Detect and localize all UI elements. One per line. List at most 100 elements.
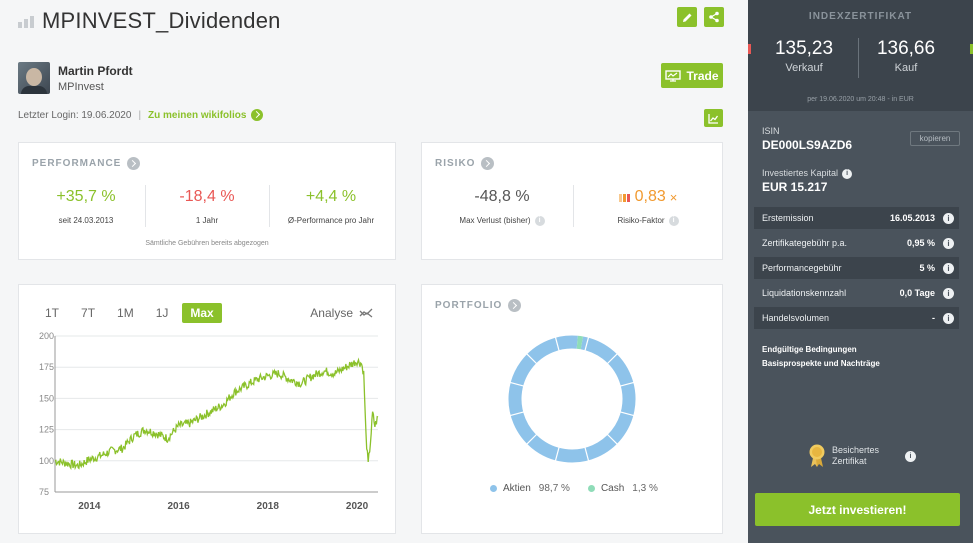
invest-button[interactable]: Jetzt investieren! <box>755 493 960 526</box>
avatar[interactable] <box>18 62 50 94</box>
isin-value: DE000LS9AZD6 <box>762 138 853 152</box>
final-terms-link[interactable]: Endgültige Bedingungen <box>762 345 857 354</box>
login-row: Letzter Login: 19.06.2020 | Zu meinen wi… <box>18 109 264 121</box>
sell-price-block: 135,23 Verkauf <box>748 38 860 74</box>
analyse-icon <box>359 308 373 318</box>
buy-marker <box>970 44 973 54</box>
range-7t[interactable]: 7T <box>81 306 96 320</box>
max-loss-label: Max Verlust (bisher) <box>459 216 531 226</box>
performance-more-icon[interactable] <box>127 157 141 170</box>
info-icon[interactable]: i <box>943 313 954 324</box>
capital-label: Investiertes Kapital <box>762 168 839 178</box>
donut-separator <box>509 381 525 387</box>
edit-button[interactable] <box>677 7 697 27</box>
legend-dot-aktien <box>490 484 497 492</box>
detail-value: 0,95 % <box>906 238 935 248</box>
info-icon[interactable]: i <box>943 213 954 224</box>
copy-isin-button[interactable]: kopieren <box>910 131 960 146</box>
trade-label: Trade <box>686 68 719 83</box>
x-tick-label: 2018 <box>257 501 280 512</box>
range-selector: 1T 7T 1M 1J Max <box>37 303 228 323</box>
x-tick-label: 2014 <box>78 501 101 512</box>
title-row: MPINVEST_Dividenden <box>18 8 281 34</box>
trade-icon <box>665 69 682 82</box>
wikifolios-link[interactable]: Zu meinen wikifolios <box>148 109 247 121</box>
share-icon <box>709 11 719 23</box>
price-panel: INDEXZERTIFIKAT 135,23 Verkauf 136,66 Ka… <box>748 0 973 111</box>
donut-separator <box>509 411 525 417</box>
isin-label: ISIN <box>762 126 780 136</box>
stat-since-start: +35,7 % seit 24.03.2013 <box>27 188 145 225</box>
prospectus-link[interactable]: Basisprospekte und Nachträge <box>762 359 880 368</box>
info-icon[interactable]: i <box>842 168 853 179</box>
risk-card: RISIKO -48,8 % Max Verlust (bisher) i 0,8… <box>421 142 723 260</box>
buy-price-block: 136,66 Kauf <box>850 38 962 74</box>
trade-button[interactable]: Trade <box>661 63 723 88</box>
donut-separator <box>606 433 619 446</box>
chart-link-button[interactable] <box>704 109 723 127</box>
range-1m[interactable]: 1M <box>117 306 134 320</box>
y-tick-label: 150 <box>39 393 54 403</box>
detail-row: Handelsvolumen - i <box>754 307 959 329</box>
info-icon[interactable]: i <box>905 450 917 462</box>
detail-row: Erstemission 16.05.2013 i <box>754 207 959 229</box>
main-content: MPINVEST_Dividenden Martin Pfordt MPInve… <box>0 0 748 543</box>
max-loss-value: -48,8 % <box>474 188 530 205</box>
detail-value: - <box>932 313 935 323</box>
medal-icon <box>809 444 825 467</box>
detail-value: 0,0 Tage <box>899 288 935 298</box>
analyse-button[interactable]: Analyse <box>310 306 375 320</box>
performance-line-chart[interactable]: 200 175 150 125 100 75 2014 2016 2018 2020 <box>19 285 397 535</box>
sell-label: Verkauf <box>785 62 823 74</box>
author-name[interactable]: Martin Pfordt <box>58 63 133 78</box>
buy-price: 136,66 <box>876 38 936 59</box>
legend-item-cash: Cash 1,3 % <box>587 483 658 494</box>
risk-factor-unit: × <box>669 189 678 205</box>
secured-badge: Besichertes Zertifikat i <box>808 444 917 468</box>
stat-max-loss: -48,8 % Max Verlust (bisher) i <box>432 188 572 226</box>
performance-series-line <box>54 357 379 471</box>
detail-value: 5 % <box>919 263 935 273</box>
stat-one-year: -18,4 % 1 Jahr <box>146 188 268 225</box>
y-tick-label: 125 <box>39 425 54 435</box>
range-1t[interactable]: 1T <box>45 306 60 320</box>
portfolio-donut-chart[interactable] <box>422 285 724 535</box>
portfolio-legend: Aktien 98,7 % Cash 1,3 % <box>490 483 658 494</box>
sidebar-header: INDEXZERTIFIKAT <box>808 11 913 22</box>
y-tick-label: 100 <box>39 456 54 466</box>
portfolio-card: PORTFOLIO Aktien 98,7 % Cash 1,3 % <box>421 284 723 534</box>
risk-more-icon[interactable] <box>481 157 495 170</box>
pencil-icon <box>682 13 691 22</box>
detail-label: Zertifikategebühr p.a. <box>762 238 848 248</box>
detail-label: Handelsvolumen <box>762 313 830 323</box>
info-icon[interactable]: i <box>943 238 954 249</box>
range-1j[interactable]: 1J <box>155 306 169 320</box>
risk-title: RISIKO <box>435 158 476 169</box>
arrow-right-icon[interactable] <box>251 109 264 121</box>
info-icon[interactable]: i <box>943 263 954 274</box>
info-icon[interactable]: i <box>943 288 954 299</box>
detail-label: Performancegebühr <box>762 263 842 273</box>
last-login: Letzter Login: 19.06.2020 <box>18 109 132 121</box>
info-icon[interactable]: i <box>534 216 545 226</box>
stat-value: +35,7 % <box>56 188 116 205</box>
trend-chart-icon <box>708 113 719 124</box>
performance-title: PERFORMANCE <box>32 158 122 169</box>
certificate-sidebar: INDEXZERTIFIKAT 135,23 Verkauf 136,66 Ka… <box>748 0 973 543</box>
y-tick-label: 200 <box>39 331 54 341</box>
share-button[interactable] <box>704 7 724 27</box>
range-max[interactable]: Max <box>182 303 222 323</box>
donut-slice-aktien[interactable] <box>508 335 636 463</box>
donut-separator <box>606 352 619 365</box>
risk-factor-value: 0,83 <box>634 188 666 205</box>
donut-separator <box>619 411 635 417</box>
chart-card: 1T 7T 1M 1J Max Analyse 200 175 150 125 100 75 201… <box>18 284 396 534</box>
portfolio-more-icon[interactable] <box>508 299 522 312</box>
stat-value: +4,4 % <box>305 188 357 205</box>
analyse-label: Analyse <box>310 306 353 320</box>
detail-label: Erstemission <box>762 213 814 223</box>
detail-row: Performancegebühr 5 % i <box>754 257 959 279</box>
donut-slice-cash[interactable] <box>576 335 584 350</box>
sell-marker <box>748 44 751 54</box>
info-icon[interactable]: i <box>668 216 679 226</box>
